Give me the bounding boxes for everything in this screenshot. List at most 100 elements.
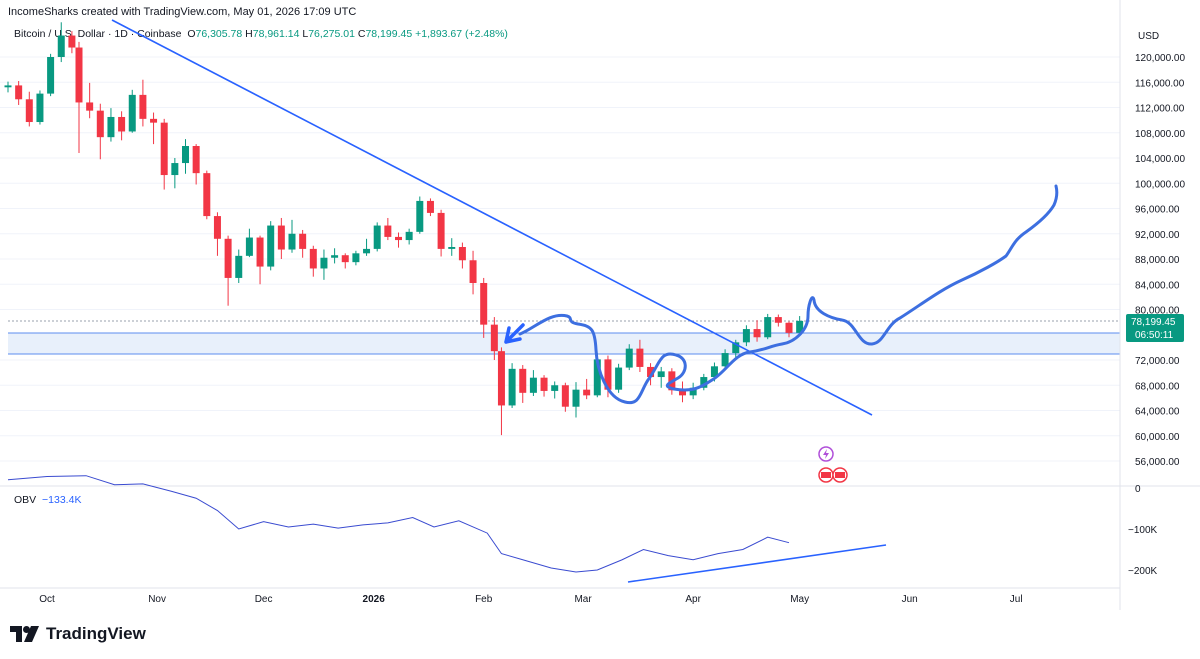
candle-body[interactable] [57,35,65,57]
candle-body[interactable] [458,247,466,261]
candle-body[interactable] [245,237,253,256]
candle-body[interactable] [267,225,275,267]
candle-body[interactable] [128,94,136,132]
candle-body[interactable] [160,122,168,176]
candle-body[interactable] [497,351,505,406]
tradingview-logo[interactable]: TradingView [10,624,146,644]
candle-body[interactable] [437,212,445,249]
time-tick-label: Dec [255,594,273,605]
hand-drawn-arrow [504,323,525,344]
candle-body[interactable] [224,238,232,278]
candle-body[interactable] [647,366,655,378]
candle-body[interactable] [679,390,686,396]
candle-body[interactable] [710,366,718,378]
candle-body[interactable] [774,317,782,323]
price-tick-label: 68,000.00 [1135,381,1180,392]
candle-body[interactable] [139,94,147,119]
descending-trendline[interactable] [111,19,873,416]
candle-body[interactable] [363,248,371,254]
price-tick-label: 84,000.00 [1135,280,1180,291]
candle-body[interactable] [288,233,296,250]
candle-body[interactable] [36,93,44,123]
candle-body[interactable] [309,248,317,269]
candle-body[interactable] [213,216,221,239]
candle-body[interactable] [341,255,349,263]
candle-body[interactable] [171,163,179,176]
candle-body[interactable] [593,359,601,396]
candle-body[interactable] [192,146,200,174]
candle-body[interactable] [732,342,740,354]
high-label: H [245,28,253,40]
candle-body[interactable] [561,385,569,407]
candle-body[interactable] [508,368,516,406]
obv-axis-ticks: 0 −100K −200K [1128,484,1158,577]
candle-body[interactable] [47,57,55,94]
candle-body[interactable] [373,225,381,249]
candle-body[interactable] [540,377,548,391]
low-label: L [302,28,309,40]
candle-body[interactable] [469,260,477,283]
candle-body[interactable] [320,257,328,269]
candle-body[interactable] [256,237,264,267]
candle-body[interactable] [636,348,644,367]
candle-body[interactable] [604,359,612,390]
obv-series-line[interactable] [7,475,790,573]
candle-body[interactable] [182,146,189,164]
candle-body[interactable] [107,116,115,138]
price-tick-label: 120,000.00 [1135,53,1185,64]
candle-body[interactable] [416,200,424,232]
candle-body[interactable] [426,200,434,213]
candle-body[interactable] [96,110,104,138]
candle-body[interactable] [785,322,793,333]
candle-body[interactable] [689,387,697,396]
candle-body[interactable] [68,35,76,48]
candle-body[interactable] [519,368,527,393]
candle-body[interactable] [384,225,392,237]
candle-body[interactable] [448,247,456,249]
event-icons[interactable] [818,446,848,483]
candle-body[interactable] [299,233,307,249]
obv-trendline[interactable] [627,544,887,583]
candle-body[interactable] [203,173,211,217]
obv-value: −133.4K [42,494,82,506]
candle-body[interactable] [657,371,665,378]
candle-body[interactable] [583,389,591,396]
lightning-glyph [823,449,829,459]
candle-body[interactable] [742,329,750,343]
candle-body[interactable] [150,118,158,123]
support-zone [8,333,1120,354]
candle-body[interactable] [405,231,413,241]
candle-body[interactable] [796,320,804,333]
candle-body[interactable] [15,85,23,100]
candle-body[interactable] [277,225,285,250]
candle-body[interactable] [529,377,537,393]
candle-body[interactable] [753,329,761,338]
change-value: +1,893.67 (+2.48%) [415,28,508,40]
candle-body[interactable] [572,389,580,407]
candle-body[interactable] [700,377,708,388]
close-value: 78,199.45 [365,28,413,40]
candle-body[interactable] [118,116,126,132]
us-flag-stripes-2 [835,472,845,478]
candle-body[interactable] [352,253,360,263]
candle-body[interactable] [75,47,83,103]
candle-body[interactable] [625,348,633,368]
chart-caption: IncomeSharks created with TradingView.co… [8,6,357,18]
candle-body[interactable] [86,102,94,111]
candle-body[interactable] [764,317,772,338]
candle-body[interactable] [395,236,402,241]
candle-body[interactable] [480,282,488,325]
candle-body[interactable] [551,385,559,391]
candle-body[interactable] [331,255,339,258]
candle-body[interactable] [490,324,498,352]
candle-body[interactable] [235,255,243,278]
obv-line[interactable] [7,475,790,573]
candle-body[interactable] [721,353,729,367]
price-tick-label: 92,000.00 [1135,230,1180,241]
candle-body[interactable] [615,367,623,390]
time-tick-label: Nov [148,594,166,605]
candle-body[interactable] [4,85,12,88]
candle-body[interactable] [25,99,33,123]
time-tick-label: Apr [685,594,701,605]
